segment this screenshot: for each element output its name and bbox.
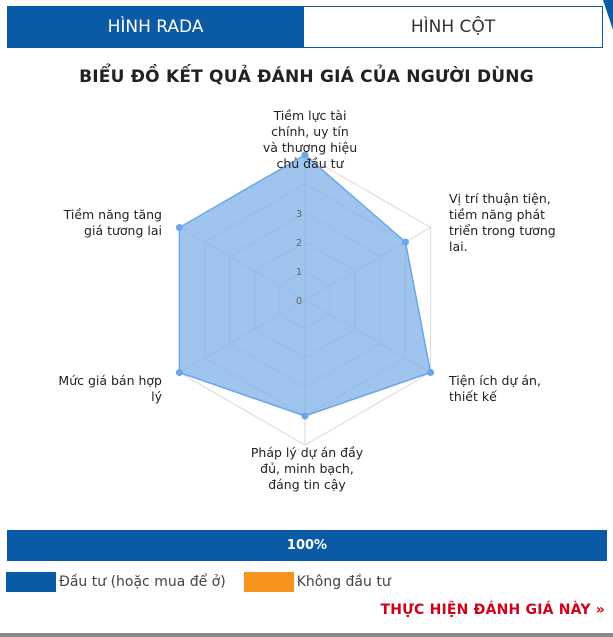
legend-label-no-invest: Không đầu tư — [296, 574, 391, 590]
tick-label-1: 1 — [296, 267, 302, 278]
legend-label-invest: Đầu tư (hoặc mua để ở) — [59, 574, 226, 590]
axis-label-5: Tiềm năng tăng giá tương lai — [63, 207, 162, 238]
data-point-4 — [175, 369, 183, 376]
result-progress-bar: 100% — [7, 530, 607, 561]
legend-swatch-invest — [6, 572, 56, 592]
data-point-0 — [301, 151, 309, 159]
axis-label-3: Pháp lý dự án đầy đủ, minh bạch, đáng tin … — [251, 445, 364, 492]
axis-label-4: Mức giá bán hợp lý — [58, 373, 162, 404]
axis-label-0: Tiềm lực tài chính, uy tín và thương hiệu c… — [263, 108, 357, 171]
take-survey-link[interactable]: THỰC HIỆN ĐÁNH GIÁ NÀY » — [380, 602, 605, 618]
chart-type-tabs: HÌNH RADA HÌNH CỘT — [7, 6, 603, 48]
radar-chart: 0 1 2 3 Tiềm lực tài chính, uy tín và thương h… — [58, 108, 556, 492]
data-point-1 — [401, 238, 409, 246]
corner-fold-icon — [603, 0, 613, 30]
bottom-border — [0, 633, 613, 637]
progress-fill — [7, 530, 607, 561]
progress-label: 100% — [286, 538, 328, 553]
axis-label-2: Tiện ích dự án, thiết kế — [448, 373, 541, 404]
data-point-5 — [175, 224, 183, 231]
tick-label-0: 0 — [296, 296, 302, 307]
axis-label-1: Vị trí thuận tiện, tiềm năng phát triển tr… — [449, 191, 556, 254]
tick-label-2: 2 — [296, 238, 302, 249]
data-point-3 — [301, 412, 309, 420]
series-area-0 — [178, 154, 432, 417]
tick-label-3: 3 — [296, 209, 302, 220]
data-point-2 — [427, 369, 435, 376]
legend: Đầu tư (hoặc mua để ở) Không đầu tư — [6, 571, 409, 593]
tab-radar[interactable]: HÌNH RADA — [7, 6, 304, 48]
legend-swatch-no-invest — [243, 572, 294, 592]
tab-column[interactable]: HÌNH CỘT — [304, 6, 603, 48]
chart-title: BIỂU ĐỒ KẾT QUẢ ĐÁNH GIÁ CỦA NGƯỜI DÙNG — [79, 67, 534, 87]
